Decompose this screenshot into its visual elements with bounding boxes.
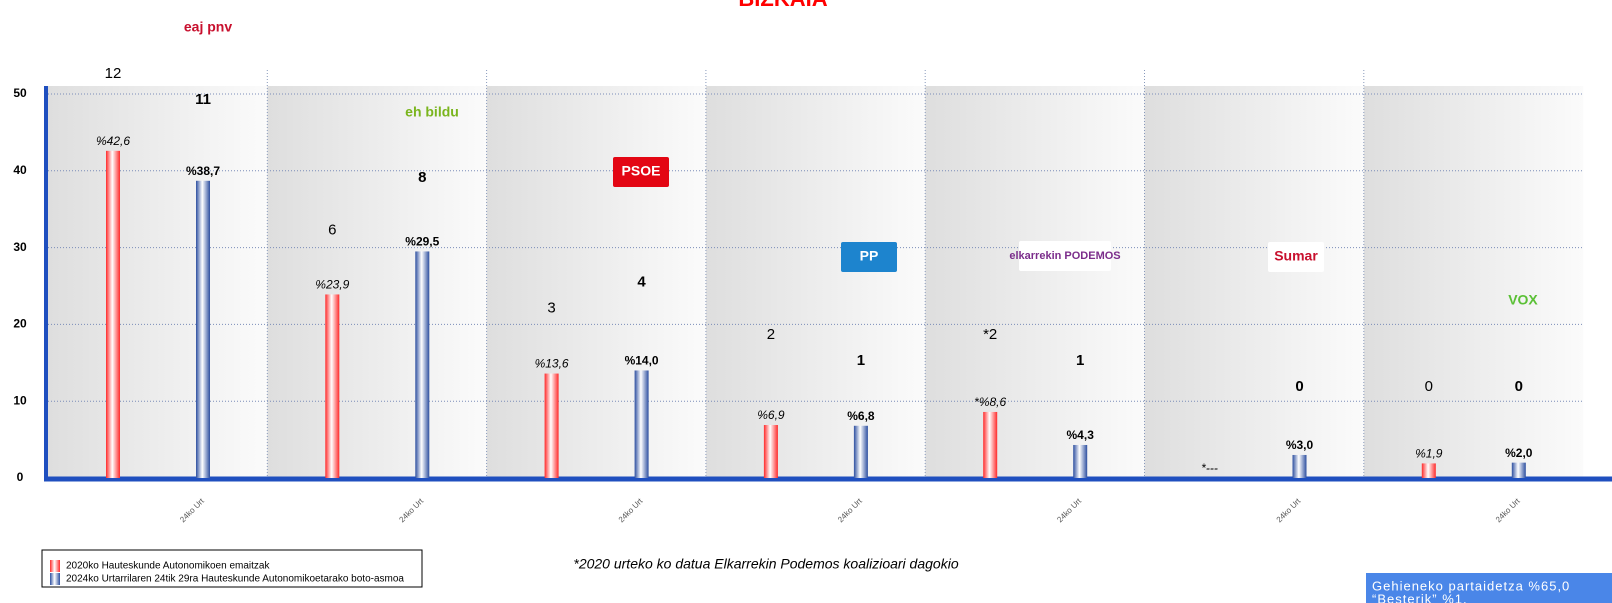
band-background — [1363, 86, 1584, 478]
data-label: %1,9 — [1415, 447, 1443, 461]
seat-label: 0 — [1425, 378, 1433, 395]
data-label: %13,6 — [535, 357, 569, 371]
legend-swatch — [50, 573, 60, 585]
x-tick-label: 24ko Urt — [836, 496, 864, 524]
y-tick-label: 50 — [13, 86, 27, 100]
legend-swatch — [50, 560, 60, 572]
chart-title: BIZKAIA — [738, 0, 827, 11]
seat-label: 4 — [637, 274, 646, 291]
bar — [853, 425, 868, 478]
logo-background — [841, 242, 897, 272]
seat-label: 12 — [105, 65, 122, 82]
band-background — [267, 86, 487, 478]
bar — [106, 150, 120, 478]
footnote: *2020 urteko ko datua Elkarrekin Podemos… — [573, 556, 958, 572]
seat-label: *2 — [983, 326, 997, 343]
legend-label: 2024ko Urtarrilaren 24tik 29ra Hauteskun… — [66, 574, 404, 585]
data-label: %2,0 — [1505, 446, 1533, 460]
party-logo: VOX — [1508, 292, 1538, 308]
data-label: %23,9 — [315, 278, 349, 292]
seat-label: 6 — [328, 221, 336, 238]
info-text: Gehieneko partaidetza %65,0 — [1372, 578, 1570, 593]
logo-background — [613, 157, 669, 187]
party-logo: PP — [860, 248, 879, 264]
y-tick-label: 20 — [13, 317, 27, 331]
party-logo: elkarrekin PODEMOS — [1009, 250, 1120, 262]
data-label: *%8,6 — [974, 395, 1006, 409]
party-logo: PSOE — [622, 163, 661, 179]
bar — [983, 411, 998, 478]
x-tick-label: 24ko Urt — [397, 496, 425, 524]
y-tick-label: 0 — [17, 470, 24, 484]
info-text: “Besterik” %1, — [1372, 591, 1468, 603]
seat-label: 11 — [195, 91, 211, 108]
seat-label: 0 — [1515, 378, 1523, 395]
party-logo: eaj pnv — [184, 19, 232, 35]
band-background — [705, 86, 926, 478]
data-label: %42,6 — [96, 134, 130, 148]
party-logo: Sumar — [1274, 248, 1318, 264]
bar — [1292, 454, 1307, 478]
y-tick-label: 10 — [13, 393, 27, 407]
seat-label: 0 — [1295, 378, 1303, 395]
info-box — [1366, 573, 1612, 603]
bar — [544, 373, 559, 478]
logo-background — [1019, 241, 1111, 271]
legend-label: 2020ko Hauteskunde Autonomikoen emaitzak — [66, 561, 270, 572]
data-label: %14,0 — [625, 354, 659, 368]
data-label: %6,8 — [847, 409, 875, 423]
bar — [634, 370, 649, 478]
seat-label: 1 — [857, 352, 865, 369]
band-background — [1144, 86, 1364, 478]
band-background — [48, 86, 268, 478]
data-label: %38,7 — [186, 164, 220, 178]
x-tick-label: 24ko Urt — [1275, 496, 1303, 524]
bar — [1511, 462, 1526, 478]
x-tick-label: 24ko Urt — [1055, 496, 1083, 524]
seat-label: 2 — [767, 326, 775, 343]
data-label: %29,5 — [405, 235, 439, 249]
bar — [1421, 463, 1436, 478]
party-logo: eh bildu — [405, 104, 459, 120]
y-tick-label: 30 — [13, 240, 27, 254]
band-background — [486, 86, 706, 478]
plot-background — [48, 86, 1584, 478]
bar — [415, 251, 430, 478]
x-tick-label: 24ko Urt — [617, 496, 645, 524]
logo-background — [1268, 242, 1324, 272]
bar — [763, 425, 778, 478]
bar — [1073, 444, 1088, 478]
bar — [196, 180, 210, 478]
seat-label: 3 — [547, 300, 555, 317]
seat-label: 1 — [1076, 352, 1084, 369]
data-label: %4,3 — [1067, 428, 1095, 442]
legend-box — [41, 549, 423, 588]
data-label: *--- — [1201, 461, 1218, 475]
data-label: %6,9 — [757, 408, 785, 422]
x-tick-label: 24ko Urt — [178, 496, 206, 524]
y-tick-label: 40 — [13, 163, 27, 177]
seat-label: 8 — [418, 169, 426, 186]
bar — [325, 294, 340, 478]
band-background — [925, 86, 1145, 478]
data-label: %3,0 — [1286, 438, 1314, 452]
x-tick-label: 24ko Urt — [1494, 496, 1522, 524]
